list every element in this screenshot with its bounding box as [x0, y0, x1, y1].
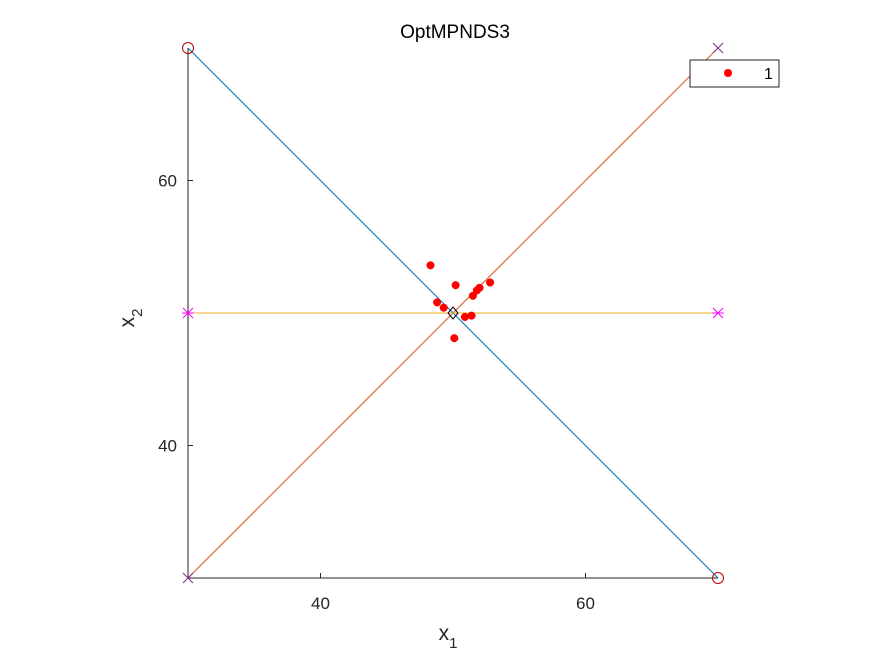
- y-tick-label: 40: [158, 437, 177, 456]
- y-axis-label-subscript: 2: [129, 309, 146, 317]
- vertex-marker-circle: [712, 572, 724, 584]
- reference-lines: [187, 47, 719, 579]
- y-axis-label-main: x: [116, 316, 139, 327]
- data-point: [433, 298, 442, 307]
- center-diamond-marker: [447, 306, 459, 320]
- legend-marker: [724, 69, 732, 77]
- data-point: [486, 278, 495, 287]
- x-axis-label-main: x: [439, 622, 450, 645]
- vertex-marker-star: [712, 307, 724, 319]
- vertex-marker-star: [182, 307, 194, 319]
- data-point: [439, 303, 448, 312]
- vertex-marker-x: [182, 572, 194, 584]
- data-point: [450, 334, 459, 343]
- axis-ticks: 40 60 40 60: [158, 172, 595, 614]
- x-axis-label: x1: [439, 622, 458, 652]
- vertex-markers: [182, 42, 724, 584]
- chart-title: OptMPNDS3: [400, 22, 510, 43]
- vertex-marker-x: [712, 42, 724, 54]
- data-points: [426, 261, 495, 343]
- data-point: [460, 312, 469, 322]
- legend: 1: [689, 59, 780, 88]
- data-point: [426, 261, 435, 270]
- plot-area: 40 60 40 60: [158, 42, 724, 614]
- data-point: [451, 281, 460, 290]
- legend-entry-label: 1: [764, 66, 773, 83]
- x-tick-label: 40: [311, 594, 330, 613]
- y-tick-label: 60: [158, 172, 177, 191]
- vertex-marker-circle: [182, 42, 194, 54]
- data-point: [475, 283, 484, 292]
- data-point: [467, 311, 476, 320]
- legend-box: [689, 59, 780, 88]
- x-axis-label-subscript: 1: [449, 635, 457, 652]
- y-axis-label: x2: [116, 309, 146, 328]
- x-tick-label: 60: [576, 594, 595, 613]
